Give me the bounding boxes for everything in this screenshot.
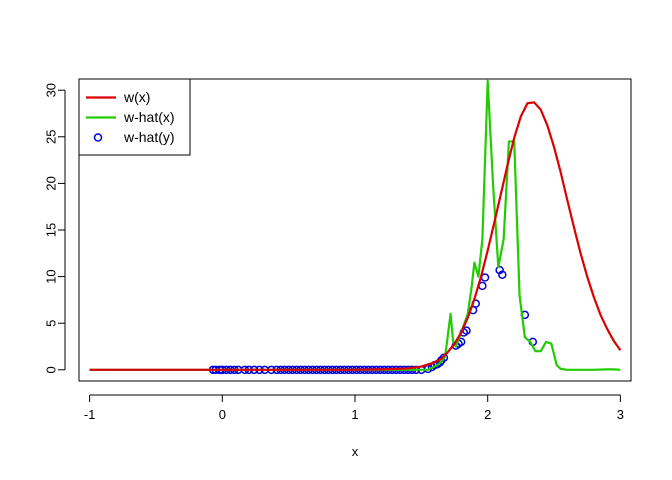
x-tick-label: 2 bbox=[484, 407, 491, 422]
x-tick-label: -1 bbox=[84, 407, 96, 422]
x-axis-label: x bbox=[352, 444, 359, 459]
legend-label-w-hat-y: w-hat(y) bbox=[123, 129, 175, 145]
legend: w(x) w-hat(x) w-hat(y) bbox=[78, 78, 191, 156]
y-tick-label: 20 bbox=[43, 176, 58, 190]
series-line-w-x bbox=[89, 101, 622, 371]
y-tick-label: 5 bbox=[43, 320, 58, 327]
legend-label-w: w(x) bbox=[123, 89, 150, 105]
x-tick-label: 1 bbox=[351, 407, 358, 422]
y-tick-label: 30 bbox=[43, 83, 58, 97]
series-point-w-hat-y bbox=[480, 273, 490, 282]
x-tick-label: 0 bbox=[219, 407, 226, 422]
legend-label-w-hat-x: w-hat(x) bbox=[123, 109, 175, 125]
plot-frame bbox=[78, 78, 632, 382]
x-tick-label: 3 bbox=[617, 407, 624, 422]
series-layer bbox=[89, 79, 622, 375]
series-line-w-hat-x bbox=[89, 79, 621, 371]
series-clip-group bbox=[89, 79, 622, 375]
y-tick-label: 0 bbox=[43, 366, 58, 373]
legend-marker-w-hat-y bbox=[93, 133, 103, 142]
series-point-w-hat-y bbox=[439, 353, 449, 362]
y-tick-label: 15 bbox=[43, 223, 58, 237]
y-tick-label: 10 bbox=[43, 269, 58, 283]
y-tick-label: 25 bbox=[43, 130, 58, 144]
series-point-w-hat-y bbox=[498, 270, 507, 279]
